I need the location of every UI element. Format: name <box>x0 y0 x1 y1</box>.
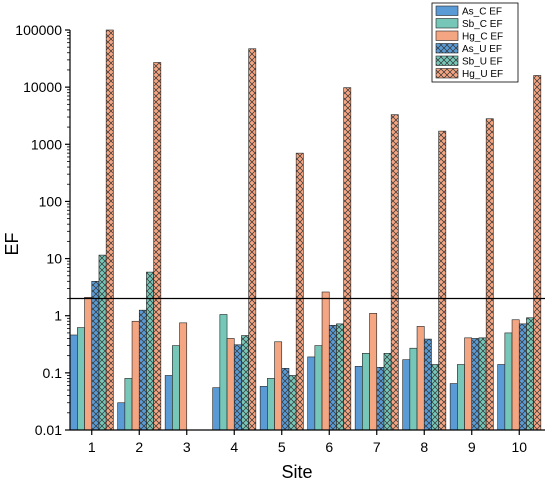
bar-hg-c-ef-site-5 <box>274 341 283 431</box>
y-tick-label: 100 <box>39 193 63 209</box>
bar-hg-u-ef-site-5 <box>295 152 304 431</box>
bar-sb-c-ef-site-4 <box>219 314 228 431</box>
bar-as-u-ef-site-2 <box>138 309 147 431</box>
bars-layer <box>69 29 542 431</box>
legend-swatch <box>435 55 459 66</box>
bar-sb-c-ef-site-2 <box>124 378 133 431</box>
legend-label: Hg_C EF <box>462 32 503 43</box>
bar-as-u-ef-site-4 <box>233 344 242 431</box>
x-tick-label: 6 <box>325 439 333 455</box>
legend-swatch <box>435 68 459 79</box>
bar-as-u-ef-site-9 <box>471 338 480 431</box>
bar-hg-u-ef-site-7 <box>390 114 399 431</box>
bar-as-u-ef-site-6 <box>328 324 337 431</box>
y-tick-label: 0.01 <box>35 422 62 438</box>
y-tick-label: 0.1 <box>43 365 63 381</box>
bar-as-c-ef-site-3 <box>164 375 173 431</box>
x-tick-label: 1 <box>88 439 96 455</box>
bar-sb-c-ef-site-7 <box>362 352 370 431</box>
bar-as-c-ef-site-4 <box>212 387 221 431</box>
bar-hg-u-ef-site-9 <box>485 118 494 431</box>
bar-hg-c-ef-site-2 <box>131 320 140 431</box>
bar-sb-c-ef-site-10 <box>504 332 513 431</box>
bar-as-c-ef-site-6 <box>307 356 316 431</box>
legend-label: Sb_C EF <box>462 19 503 30</box>
x-tick-label: 5 <box>278 439 286 455</box>
x-tick-label: 9 <box>468 439 476 455</box>
bar-hg-c-ef-site-10 <box>511 319 520 431</box>
legend-label: Hg_U EF <box>462 69 503 80</box>
x-tick-label: 8 <box>420 439 428 455</box>
y-tick-label: 10000 <box>23 79 62 95</box>
y-axis-title: EF <box>2 232 22 255</box>
bar-sb-u-ef-site-10 <box>526 317 534 431</box>
bar-hg-u-ef-site-1 <box>105 29 114 431</box>
x-tick-label: 2 <box>135 439 143 455</box>
y-tick-label: 10 <box>46 251 62 267</box>
x-tick-label: 4 <box>230 439 238 455</box>
bar-as-c-ef-site-2 <box>117 402 126 431</box>
legend-label: Sb_U EF <box>462 57 503 68</box>
legend-label: As_U EF <box>462 44 502 55</box>
bar-sb-u-ef-site-8 <box>431 364 439 431</box>
bar-hg-c-ef-site-1 <box>84 296 93 431</box>
bar-sb-u-ef-site-1 <box>98 254 107 431</box>
bar-as-u-ef-site-1 <box>91 281 100 431</box>
bar-sb-c-ef-site-1 <box>77 327 85 431</box>
y-tick-label: 100000 <box>15 22 62 38</box>
bar-as-c-ef-site-9 <box>449 383 458 431</box>
bar-as-c-ef-site-8 <box>402 359 411 431</box>
bar-sb-c-ef-site-5 <box>267 378 275 431</box>
x-tick-label: 7 <box>373 439 381 455</box>
bar-as-c-ef-site-5 <box>259 386 268 431</box>
bar-hg-u-ef-site-2 <box>153 62 162 431</box>
bar-hg-u-ef-site-8 <box>438 130 447 431</box>
bar-as-u-ef-site-10 <box>518 323 527 431</box>
axes-layer: 0.01 0.1 1 10 100 1000 10000 100000 1 2 3 4 5 6 7 8 9 10 <box>15 22 545 455</box>
bar-hg-c-ef-site-7 <box>369 313 378 431</box>
bar-hg-u-ef-site-4 <box>248 48 257 431</box>
y-tick-label: 1 <box>54 308 62 324</box>
bar-sb-c-ef-site-8 <box>409 347 418 431</box>
bar-sb-u-ef-site-6 <box>336 323 344 431</box>
legend-label: As_C EF <box>462 7 502 18</box>
legend-swatch <box>435 43 459 54</box>
bar-sb-c-ef-site-9 <box>457 364 465 431</box>
bar-as-c-ef-site-1 <box>69 334 78 431</box>
x-tick-label: 10 <box>511 439 527 455</box>
x-tick-label: 3 <box>183 439 191 455</box>
bar-hg-c-ef-site-4 <box>226 338 235 431</box>
bar-hg-u-ef-site-6 <box>343 87 352 431</box>
x-axis-title: Site <box>281 462 312 482</box>
bar-hg-c-ef-site-6 <box>321 291 330 431</box>
bar-sb-u-ef-site-4 <box>241 335 249 431</box>
legend-swatch <box>435 18 459 29</box>
bar-sb-u-ef-site-2 <box>146 271 154 431</box>
bar-hg-c-ef-site-3 <box>179 322 188 431</box>
bar-sb-u-ef-site-7 <box>383 352 392 431</box>
bar-sb-u-ef-site-5 <box>288 375 297 431</box>
bar-hg-c-ef-site-8 <box>416 326 425 431</box>
bar-as-u-ef-site-5 <box>281 368 290 431</box>
bar-sb-c-ef-site-6 <box>314 345 323 431</box>
legend-swatch <box>435 30 459 41</box>
bar-hg-c-ef-site-9 <box>464 337 473 431</box>
bar-sb-c-ef-site-3 <box>172 345 180 431</box>
bar-as-u-ef-site-7 <box>376 367 385 431</box>
bar-hg-u-ef-site-10 <box>533 75 542 431</box>
bar-sb-u-ef-site-9 <box>478 337 487 431</box>
bar-as-c-ef-site-10 <box>497 364 506 431</box>
bar-as-u-ef-site-8 <box>423 338 432 431</box>
bar-as-c-ef-site-7 <box>354 366 363 431</box>
y-tick-label: 1000 <box>31 136 62 152</box>
legend-swatch <box>435 5 459 16</box>
